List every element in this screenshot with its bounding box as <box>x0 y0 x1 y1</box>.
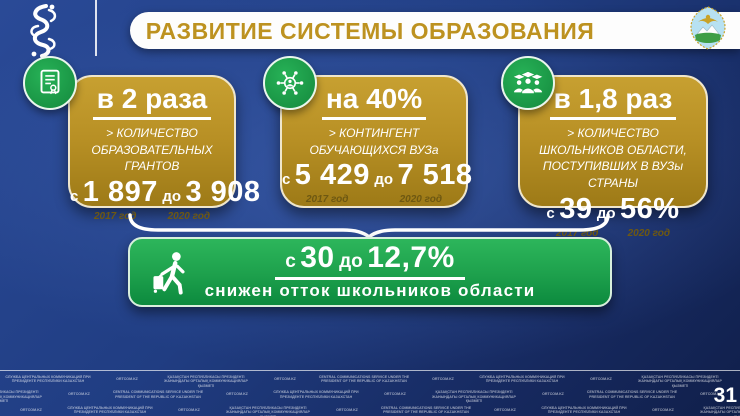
stat-values: с 39 до 56% <box>520 192 706 225</box>
from-prefix: с <box>546 204 555 222</box>
to-value: 12,7% <box>367 241 455 274</box>
year-from: 2017 год <box>556 227 599 239</box>
stat-values: с 1 897 до 3 908 <box>70 176 260 209</box>
watermark-row: СЛУЖБА ЦЕНТРАЛЬНЫХ КОММУНИКАЦИЙ ПРИ ПРЕЗ… <box>5 375 722 388</box>
watermark-row: ҚАЗАҚСТАН РЕСПУБЛИКАСЫ ПРЕЗИДЕНТІ ЖАНЫНД… <box>0 390 722 404</box>
brace-connector <box>128 213 610 240</box>
watermark-row: CENTRAL COMMUNICATIONS SERVICE UNDER THE… <box>20 405 740 416</box>
year-to: 2020 год <box>627 227 670 239</box>
stat-card-grants: в 2 раза > КОЛИЧЕСТВО ОБРАЗОВАТЕЛЬНЫХ ГР… <box>68 75 260 222</box>
year-range: 2017 год 2020 год <box>282 194 466 205</box>
graduates-icon <box>501 56 555 110</box>
stat-values: с 5 429 до 7 518 <box>282 159 472 192</box>
stat-description: > КОЛИЧЕСТВО ШКОЛЬНИКОВ ОБЛАСТИ, ПОСТУПИ… <box>539 125 687 191</box>
page-title: РАЗВИТИЕ СИСТЕМЫ ОБРАЗОВАНИЯ <box>145 18 595 44</box>
from-prefix: с <box>282 171 291 189</box>
to-prefix: до <box>374 171 394 189</box>
page-number: 31 <box>713 384 737 407</box>
watermark: СЛУЖБА ЦЕНТРАЛЬНЫХ КОММУНИКАЦИЙ ПРИ ПРЕЗ… <box>0 375 740 416</box>
outflow-banner: с 30 до 12,7% снижен отток школьников об… <box>128 237 612 307</box>
title-bar: РАЗВИТИЕ СИСТЕМЫ ОБРАЗОВАНИЯ <box>130 12 740 49</box>
year-to: 2020 год <box>399 194 442 206</box>
year-from: 2017 год <box>306 194 349 206</box>
stat-headline: в 2 раза <box>92 83 212 120</box>
region-coat-of-arms-icon <box>690 6 726 50</box>
to-value: 3 908 <box>185 176 261 209</box>
from-value: 5 429 <box>294 159 370 192</box>
network-people-icon <box>263 56 317 110</box>
to-prefix: до <box>162 188 182 206</box>
from-value: 30 <box>300 241 335 274</box>
banner-caption: снижен отток школьников области <box>204 280 536 300</box>
from-value: 39 <box>559 192 593 225</box>
certificate-icon <box>23 56 77 110</box>
from-prefix: с <box>285 251 296 272</box>
snow-leopard-ornament-icon <box>30 4 57 58</box>
to-value: 7 518 <box>397 159 473 192</box>
to-prefix: до <box>339 251 363 272</box>
to-value: 56% <box>620 192 680 225</box>
banner-stat: с 30 до 12,7% <box>275 241 465 280</box>
header-divider <box>95 0 97 56</box>
walking-person-suitcase-icon <box>153 252 185 295</box>
from-value: 1 897 <box>82 176 158 209</box>
to-prefix: до <box>596 204 616 222</box>
from-prefix: с <box>70 188 79 206</box>
year-range: 2017 год 2020 год <box>70 211 234 222</box>
footer-divider <box>0 370 740 371</box>
stat-headline: на 40% <box>321 83 427 120</box>
stat-description: > КОНТИНГЕНТ ОБУЧАЮЩИХСЯ ВУЗа <box>309 125 439 157</box>
year-range: 2017 год 2020 год <box>520 228 706 239</box>
stat-card-university-admission: в 1,8 раз > КОЛИЧЕСТВО ШКОЛЬНИКОВ ОБЛАСТ… <box>518 75 708 239</box>
year-to: 2020 год <box>167 211 210 223</box>
stat-description: > КОЛИЧЕСТВО ОБРАЗОВАТЕЛЬНЫХ ГРАНТОВ <box>91 125 213 174</box>
year-from: 2017 год <box>94 211 137 223</box>
stat-headline: в 1,8 раз <box>549 83 677 120</box>
